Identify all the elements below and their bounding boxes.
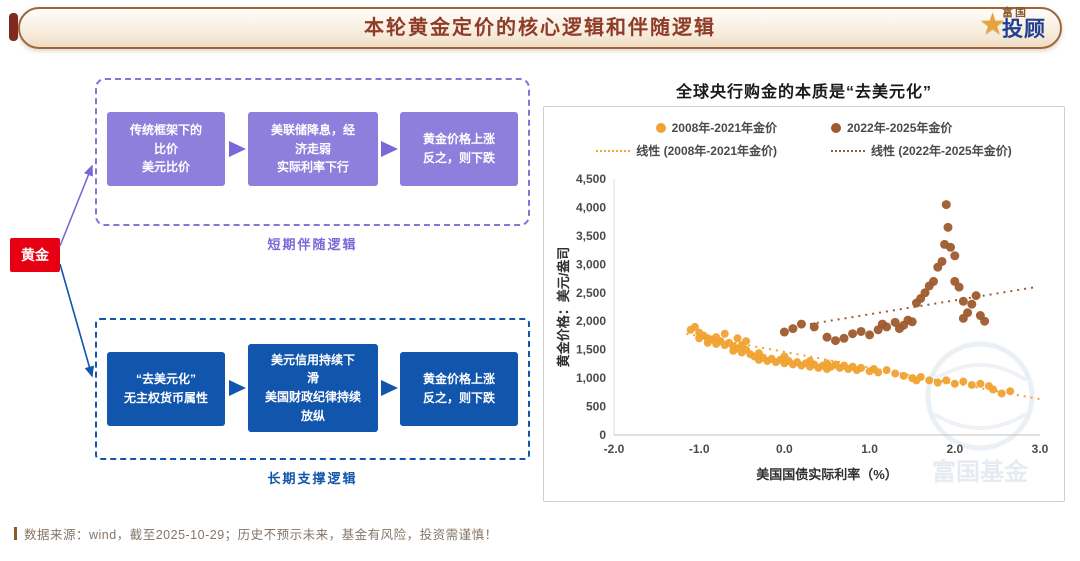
legend-label: 2008年-2021年金价: [671, 121, 777, 135]
y-tick-label: 3,000: [576, 257, 606, 271]
y-tick-label: 2,500: [576, 286, 606, 300]
data-point: [963, 308, 973, 318]
y-tick-label: 4,000: [576, 200, 606, 214]
brand-logo-text: 富国 投顾: [1002, 7, 1046, 41]
footer-text: 数据来源：wind，截至2025-10-29；历史不预示未来，基金有风险，投资需…: [24, 528, 498, 542]
flow-box-dedollarization: “去美元化” 无主权货币属性: [107, 352, 225, 426]
x-tick-label: 3.0: [1032, 442, 1049, 456]
data-point: [848, 329, 858, 339]
brand-logo: ★ 富国 投顾: [979, 7, 1046, 41]
page-title: 本轮黄金定价的核心逻辑和伴随逻辑: [364, 17, 716, 39]
y-tick-label: 4,500: [576, 172, 606, 186]
data-point: [989, 385, 998, 394]
long-term-logic-label: 长期支撑逻辑: [267, 471, 358, 486]
flow-box-gold-rises-short: 黄金价格上涨 反之，则下跌: [400, 112, 518, 186]
diagram-root-gold-box: 黄金: [10, 238, 60, 272]
data-point: [980, 316, 990, 326]
flow-box-fed-cuts: 美联储降息，经 济走弱 实际利率下行: [248, 112, 378, 186]
data-point: [929, 276, 938, 286]
flow-box-gold-rises-long: 黄金价格上涨 反之，则下跌: [400, 352, 518, 426]
scatter-series-1: [779, 200, 990, 346]
legend-dot-icon: [655, 122, 666, 133]
data-point: [733, 334, 742, 343]
brand-name-main: 投顾: [1002, 18, 1046, 41]
data-point: [971, 291, 981, 301]
data-point: [941, 200, 951, 210]
chart-legend-row-2: 线性 (2008年-2021年金价) 线性 (2022年-2025年金价): [544, 142, 1064, 159]
header-banner: 本轮黄金定价的核心逻辑和伴随逻辑: [18, 7, 1062, 49]
legend-dotted-line-icon: [831, 149, 865, 152]
footer-accent-bar: [14, 527, 17, 540]
data-point: [796, 319, 806, 329]
data-point: [954, 282, 964, 292]
x-tick-label: 0.0: [776, 442, 793, 456]
long-term-logic-group: [95, 318, 530, 460]
data-point: [958, 296, 968, 306]
data-point: [943, 222, 953, 232]
data-point: [831, 336, 841, 346]
chart-legend-row-1: 2008年-2021年金价 2022年-2025年金价: [544, 119, 1064, 136]
scatter-plot: 0 500 1,000 1,500 2,000 2,500 3,000 3,500 4,000 4…: [556, 172, 1049, 482]
data-point: [967, 299, 977, 309]
y-tick-label: 500: [586, 400, 606, 414]
data-point: [950, 251, 960, 261]
data-point: [907, 317, 917, 327]
data-point: [822, 332, 832, 342]
legend-label: 2022年-2025年金价: [847, 121, 953, 135]
x-tick-label: -2.0: [604, 442, 625, 456]
trendline-3: [809, 286, 1036, 326]
data-point: [857, 363, 866, 372]
connector-to-long-term: [59, 263, 94, 378]
chart-panel: 2008年-2021年金价 2022年-2025年金价 线性 (2008年-20…: [543, 106, 1065, 502]
connector-to-short-term: [59, 164, 93, 247]
data-point: [690, 322, 699, 331]
data-point: [937, 256, 947, 266]
x-axis-title: 美国国债实际利率（%）: [756, 467, 898, 482]
data-point: [720, 329, 729, 338]
short-term-logic-label: 短期伴随逻辑: [267, 237, 358, 252]
data-point: [920, 288, 930, 298]
y-tick-label: 2,000: [576, 314, 606, 328]
data-point: [967, 380, 976, 389]
data-point: [788, 324, 798, 334]
legend-item-linear-2022: 线性 (2022年-2025年金价): [831, 142, 1012, 159]
footer-note: 数据来源：wind，截至2025-10-29；历史不预示未来，基金有风险，投资需…: [14, 524, 498, 543]
chart-title: 全球央行购金的本质是“去美元化”: [675, 84, 932, 101]
legend-item-linear-2008: 线性 (2008年-2021年金价): [596, 142, 777, 159]
data-point: [779, 327, 789, 337]
y-tick-label: 0: [599, 428, 606, 442]
legend-label: 线性 (2008年-2021年金价): [636, 144, 777, 158]
data-point: [839, 333, 849, 343]
star-icon: ★: [979, 8, 1006, 41]
data-point: [925, 376, 934, 385]
banner-left-accent: [9, 13, 18, 41]
y-tick-label: 3,500: [576, 229, 606, 243]
brand-name-top: 富国: [1002, 7, 1028, 19]
data-point: [882, 322, 892, 332]
x-tick-label: -1.0: [689, 442, 710, 456]
y-tick-label: 1,500: [576, 343, 606, 357]
legend-item-2008-2021: 2008年-2021年金价: [655, 119, 777, 136]
data-point: [856, 326, 866, 336]
data-point: [865, 330, 875, 340]
y-tick-label: 1,000: [576, 371, 606, 385]
data-point: [976, 379, 985, 388]
data-point: [1006, 387, 1015, 396]
data-point: [891, 369, 900, 378]
flow-box-traditional-framework: 传统框架下的 比价 美元比价: [107, 112, 225, 186]
data-point: [742, 337, 751, 346]
data-point: [946, 242, 956, 252]
flow-box-usd-credit-decline: 美元信用持续下 滑 美国财政纪律持续 放纵: [248, 344, 378, 432]
short-term-logic-group: [95, 78, 530, 226]
x-tick-label: 2.0: [946, 442, 963, 456]
legend-label: 线性 (2022年-2025年金价): [871, 144, 1012, 158]
legend-item-2022-2025: 2022年-2025年金价: [831, 119, 952, 136]
legend-dot-icon: [831, 122, 841, 133]
data-point: [959, 377, 968, 386]
y-axis-title: 黄金价格：美元/盎司: [556, 247, 571, 368]
legend-dotted-line-icon: [596, 149, 631, 152]
x-tick-label: 1.0: [861, 442, 878, 456]
